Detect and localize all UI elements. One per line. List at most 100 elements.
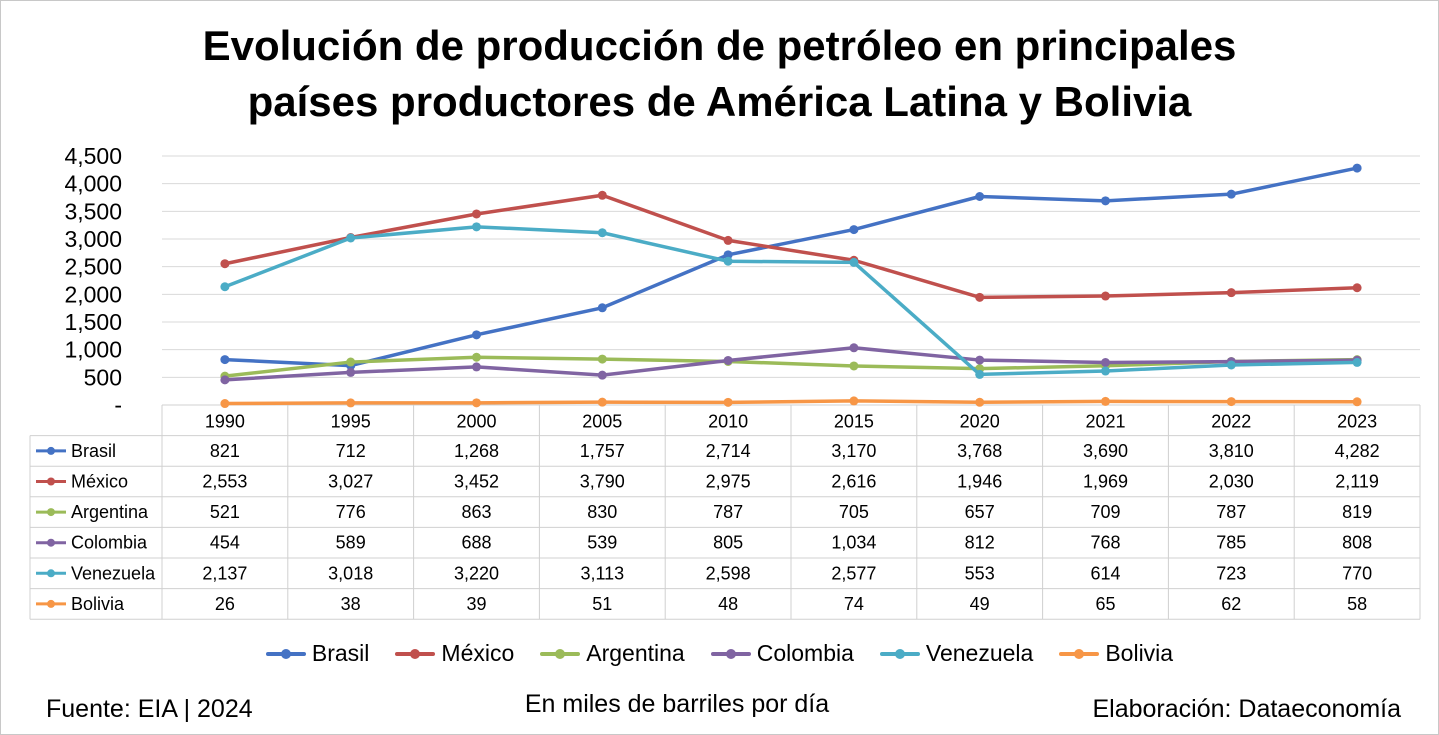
data-point [1101, 358, 1110, 368]
x-tick-label: 2005 [582, 411, 622, 431]
data-point [472, 222, 481, 232]
table-value: 705 [839, 502, 869, 522]
data-point [472, 398, 481, 408]
table-series-label: México [71, 472, 128, 492]
table-value: 2,975 [706, 472, 751, 492]
data-point [472, 362, 481, 372]
table-legend-key-marker [47, 569, 55, 578]
legend-label: Brasil [311, 640, 370, 666]
table-value: 521 [210, 502, 240, 522]
table-value: 688 [461, 533, 491, 553]
data-point [849, 343, 859, 353]
table-value: 3,018 [328, 563, 373, 583]
x-tick-label: 1990 [205, 411, 245, 431]
table-value: 2,030 [1209, 472, 1254, 492]
series-line [224, 399, 1358, 406]
table-value: 51 [592, 594, 612, 614]
table-value: 785 [1216, 533, 1246, 553]
legend-label: México [441, 640, 515, 666]
table-legend-key-marker [47, 538, 55, 547]
legend-label: Bolivia [1105, 640, 1174, 666]
y-tick-label: 2,500 [64, 254, 122, 280]
x-tick-label: 2020 [960, 411, 1000, 431]
table-value: 821 [210, 441, 240, 461]
data-point [723, 235, 733, 245]
table-value: 1,969 [1083, 472, 1128, 492]
data-point [346, 357, 356, 367]
table-value: 454 [210, 533, 240, 553]
table-value: 805 [713, 533, 743, 553]
table-value: 723 [1216, 563, 1246, 583]
footer-credit: Elaboración: Dataeconomía [1092, 695, 1401, 723]
data-point [1352, 357, 1362, 367]
table-value: 830 [587, 502, 617, 522]
table-value: 812 [965, 533, 995, 553]
data-point [975, 292, 985, 302]
table-series-label: Bolivia [71, 594, 125, 614]
data-point [849, 361, 859, 371]
series-line [224, 166, 1358, 368]
table-value: 58 [1347, 594, 1367, 614]
data-point [849, 396, 859, 406]
y-tick-label: 3,500 [64, 198, 122, 224]
data-point [1101, 396, 1110, 406]
data-point [975, 192, 985, 202]
table-value: 2,553 [202, 472, 247, 492]
data-point [472, 209, 481, 219]
y-tick-label: 3,000 [64, 226, 122, 252]
y-tick-label: 4,000 [64, 171, 122, 197]
data-point [1226, 288, 1236, 298]
data-point [1226, 397, 1236, 407]
legend-label: Venezuela [925, 640, 1034, 666]
data-point [975, 369, 985, 379]
table-value: 2,616 [831, 472, 876, 492]
table-value: 1,757 [580, 441, 625, 461]
table-value: 787 [713, 502, 743, 522]
table-value: 3,220 [454, 563, 499, 583]
x-tick-label: 2022 [1211, 411, 1251, 431]
table-value: 819 [1342, 502, 1372, 522]
y-tick-label: 1,000 [64, 337, 122, 363]
data-point [220, 282, 230, 292]
legend-swatch [1059, 648, 1100, 659]
data-point [597, 228, 607, 238]
table-value: 776 [336, 502, 366, 522]
table-value: 3,170 [831, 441, 876, 461]
y-tick-label: 4,500 [64, 143, 122, 169]
table-value: 38 [341, 594, 361, 614]
y-tick-label: 1,500 [64, 309, 122, 335]
table-value: 1,034 [831, 533, 876, 553]
chart-legend: Brasil México Argentina Colombia Venezuela Bo… [0, 640, 1439, 667]
table-value: 62 [1221, 594, 1241, 614]
table-value: 1,946 [957, 472, 1002, 492]
table-value: 1,268 [454, 441, 499, 461]
data-point [597, 397, 607, 407]
table-value: 768 [1090, 533, 1120, 553]
data-point [220, 259, 230, 269]
legend-item: Brasil [265, 640, 370, 667]
table-value: 4,282 [1335, 441, 1380, 461]
data-point [1352, 163, 1362, 173]
legend-item: Bolivia [1059, 640, 1173, 667]
legend-item: Venezuela [879, 640, 1034, 667]
data-point [1352, 397, 1362, 407]
footer-source: Fuente: EIA | 2024 [46, 695, 253, 723]
x-tick-label: 2010 [708, 411, 748, 431]
legend-item: México [395, 640, 514, 667]
legend-swatch [879, 648, 920, 659]
data-point [1101, 291, 1110, 301]
data-point [1352, 283, 1362, 293]
table-value: 614 [1090, 563, 1120, 583]
table-legend-key-marker [47, 477, 55, 486]
y-tick-label: 500 [84, 364, 122, 390]
footer-units: En miles de barriles por día [524, 690, 830, 718]
x-tick-label: 2000 [456, 411, 496, 431]
data-point [220, 355, 230, 365]
data-point [472, 330, 481, 340]
table-value: 3,452 [454, 472, 499, 492]
chart-title-line-1: Evolución de producción de petróleo en p… [202, 22, 1237, 69]
x-tick-label: 2023 [1337, 411, 1377, 431]
table-value: 863 [461, 502, 491, 522]
x-tick-label: 2021 [1085, 411, 1125, 431]
